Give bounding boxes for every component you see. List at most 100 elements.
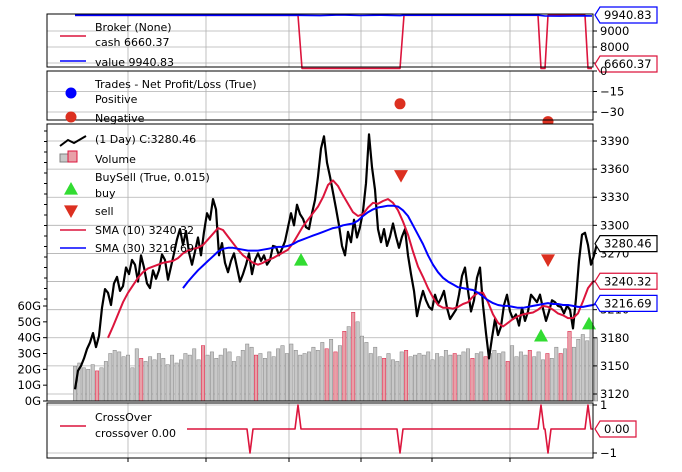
volume-bar-100	[514, 356, 519, 402]
volume-bar-36	[231, 361, 236, 402]
volume-bar-28	[196, 359, 201, 402]
legend-sma10: SMA (10) 3240.32	[95, 224, 194, 237]
volume-bar-33	[218, 354, 223, 402]
price-ytick-label-3: 3300	[600, 218, 629, 232]
volume-bar-58	[329, 339, 334, 402]
volume-bar-38	[240, 350, 245, 402]
volume-bar-40	[249, 346, 254, 402]
price-ytick-label-8: 3150	[600, 359, 629, 373]
volume-bar-10	[117, 351, 122, 402]
volume-bar-8	[108, 353, 113, 402]
broker-frame	[46, 13, 594, 68]
volume-bar-25	[183, 353, 188, 402]
price-ytick-label-0: 3390	[600, 134, 629, 148]
volume-ytick-label-2: 40G	[17, 331, 41, 345]
broker-legend-value: value 9940.83	[95, 56, 174, 69]
volume-bar-67	[368, 353, 373, 402]
volume-bar-49	[289, 343, 294, 402]
volume-ytick-label-4: 20G	[17, 362, 41, 376]
broker-bg	[47, 14, 593, 67]
volume-bar-17	[148, 356, 153, 402]
volume-bar-111	[563, 348, 568, 402]
volume-bar-4	[90, 364, 95, 402]
volume-bar-108	[549, 358, 554, 402]
volume-bar-74	[399, 351, 404, 402]
sma30-line	[182, 204, 598, 309]
legend-volume-swatch-red	[67, 150, 78, 163]
volume-bar-46	[276, 348, 281, 402]
volume-bar-112	[567, 331, 572, 402]
volume-bar-30	[205, 354, 210, 402]
price-tag-0-tag-box	[594, 235, 658, 253]
volume-bar-89	[466, 348, 470, 402]
volume-bar-87	[457, 354, 462, 402]
volume-bar-35	[227, 351, 232, 402]
price-panel: 3390336033303300327032403210318031503120…	[17, 123, 658, 408]
volume-bar-12	[126, 354, 130, 402]
volume-bar-41	[254, 354, 258, 402]
volume-bar-65	[360, 335, 364, 402]
volume-bar-116	[585, 340, 590, 402]
trades-ytick-label-0: 0	[600, 64, 607, 78]
volume-bar-59	[333, 351, 338, 402]
volume-bar-15	[139, 358, 144, 402]
legend-buy: buy	[95, 187, 116, 200]
volume-bar-83	[439, 356, 444, 402]
volume-bar-21	[165, 364, 170, 402]
sell-marker-0	[394, 170, 408, 183]
price-ytick-label-7: 3180	[600, 331, 629, 345]
volume-bar-78	[417, 353, 422, 402]
volume-bar-61	[342, 331, 347, 402]
volume-bar-45	[271, 356, 276, 402]
trade-point-0	[394, 98, 406, 110]
volume-bar-57	[324, 348, 329, 402]
trades-ytick-label-2: −30	[600, 105, 624, 119]
legend-buy-marker	[64, 182, 78, 195]
volume-bar-6	[99, 367, 104, 402]
price-tag-0-tag-label: 3280.46	[604, 237, 652, 251]
price-ytick-label-1: 3360	[600, 162, 629, 176]
volume-ytick-label-5: 10G	[17, 378, 41, 392]
volume-bar-88	[461, 351, 466, 402]
volume-bar-107	[545, 353, 550, 402]
volume-bar-72	[390, 359, 395, 402]
trades-legend-negative-marker	[65, 111, 77, 123]
volume-bar-99	[510, 345, 515, 402]
volume-bar-80	[426, 351, 431, 402]
volume-bar-85	[448, 354, 453, 402]
trades-frame	[46, 70, 594, 121]
volume-ytick-label-0: 60G	[17, 299, 41, 313]
volume-bar-24	[179, 359, 183, 402]
volume-bar-47	[280, 345, 285, 402]
volume-bar-109	[554, 346, 559, 402]
volume-bar-103	[527, 350, 532, 402]
crossover-line	[187, 404, 593, 454]
volume-bar-102	[523, 354, 528, 402]
trades-legend-title: Trades - Net Profit/Loss (True)	[94, 78, 257, 91]
volume-bar-23	[174, 362, 179, 402]
legend-sell-marker	[64, 205, 78, 218]
volume-bar-118	[594, 337, 598, 402]
volume-bar-69	[377, 356, 382, 402]
crossover-tag-label: 0.00	[604, 422, 630, 436]
volume-bar-37	[236, 356, 241, 402]
volume-bar-13	[130, 367, 135, 402]
volume-bar-22	[170, 354, 175, 402]
legend-buysell-title: BuySell (True, 0.015)	[95, 171, 210, 184]
broker-value-tag-box	[594, 6, 658, 24]
volume-bar-19	[156, 353, 161, 402]
volume-bar-43	[262, 358, 267, 402]
volume-bar-79	[421, 354, 426, 402]
volume-bar-48	[284, 353, 289, 402]
volume-bar-44	[267, 351, 272, 402]
volume-bar-62	[346, 326, 351, 402]
volume-bar-81	[430, 359, 435, 402]
volume-bar-98	[505, 361, 510, 402]
volume-bar-5	[95, 370, 100, 402]
crossover-ytick-label-0: 1	[600, 398, 607, 412]
volume-bar-32	[214, 358, 219, 402]
volume-bar-7	[103, 361, 108, 402]
crossover-legend-value: crossover 0.00	[95, 427, 176, 440]
volume-bar-113	[571, 346, 576, 402]
volume-bar-77	[413, 354, 417, 402]
